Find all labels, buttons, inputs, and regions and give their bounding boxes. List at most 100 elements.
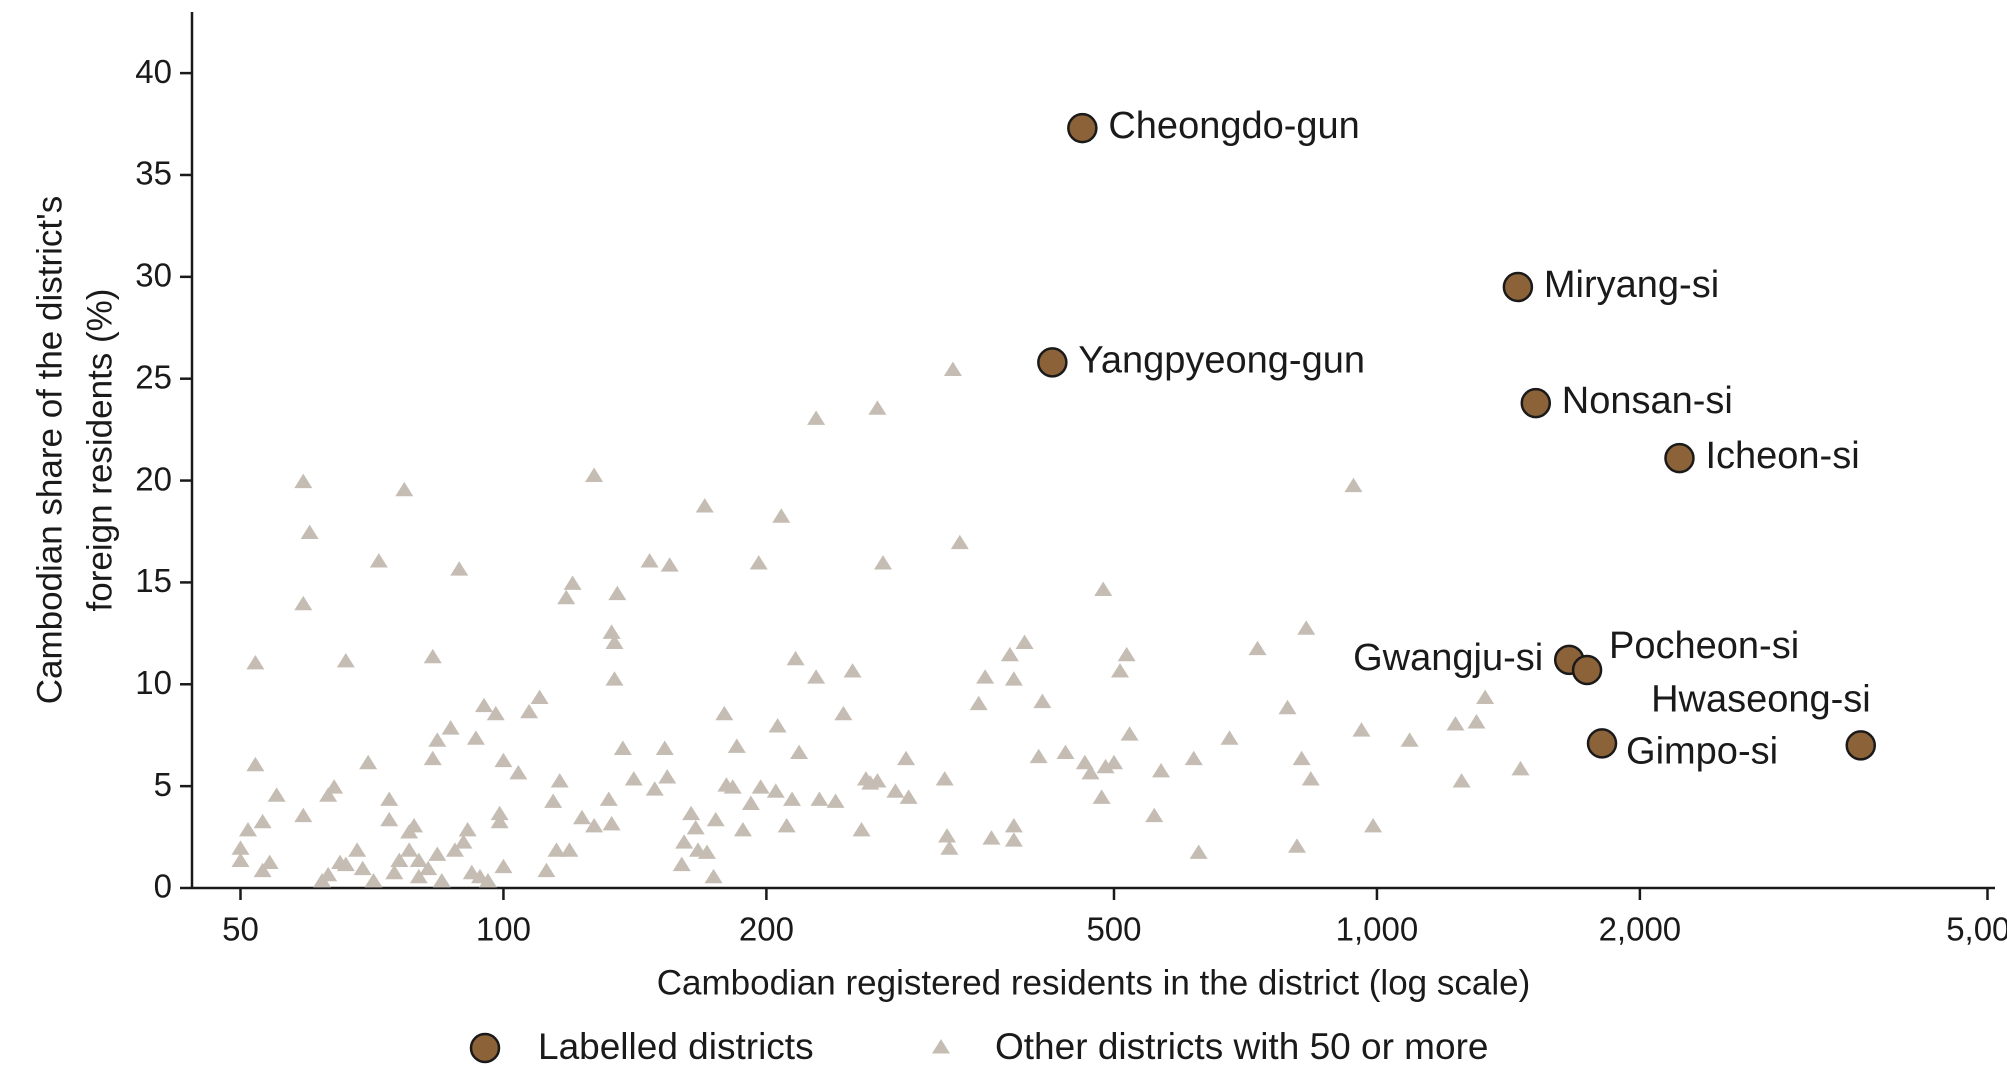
other-district-point — [874, 555, 893, 570]
other-district-point — [1184, 750, 1203, 766]
other-district-point — [557, 589, 576, 605]
other-district-point — [715, 705, 734, 721]
other-district-point — [658, 769, 677, 784]
other-district-point — [369, 553, 388, 568]
axes: 0 5 10 15 20 25 30 35 40 50 100 200 500 1,000 2,000 5,0… — [30, 12, 2007, 1002]
other-district-point — [768, 718, 787, 733]
other-district-point — [458, 822, 477, 837]
other-district-point — [560, 842, 579, 857]
other-district-point — [1292, 750, 1311, 766]
other-district-point — [353, 860, 372, 876]
other-district-point — [1033, 693, 1052, 709]
other-district-point — [624, 771, 643, 786]
other-district-point — [733, 822, 752, 837]
other-district-point — [686, 819, 705, 835]
other-district-point — [520, 703, 539, 719]
other-district-point — [899, 789, 918, 804]
other-district-point — [1220, 730, 1239, 745]
x-tick-label: 100 — [476, 911, 531, 948]
other-district-point — [751, 779, 770, 794]
other-district-point — [602, 815, 621, 831]
other-district-point — [1297, 620, 1316, 635]
other-district-point — [530, 689, 549, 705]
other-district-point — [675, 834, 694, 849]
labelled-district-point — [1571, 654, 1603, 686]
other-district-point — [1145, 807, 1164, 823]
other-district-point — [1029, 748, 1048, 764]
y-tick-label: 5 — [154, 766, 172, 803]
other-district-point — [772, 508, 791, 523]
y-tick-label: 25 — [135, 358, 172, 395]
other-district-point — [749, 555, 768, 570]
other-district-point — [935, 771, 954, 786]
other-district-point — [1096, 758, 1115, 774]
other-district-point — [1092, 789, 1111, 804]
other-district-point — [267, 787, 286, 802]
other-district-point — [976, 669, 995, 684]
x-tick-label: 5,000 — [1946, 911, 2007, 948]
other-district-point — [723, 779, 742, 794]
other-district-point — [602, 624, 621, 639]
labelled-district-label: Pocheon-si — [1609, 625, 1799, 667]
other-district-point — [790, 744, 809, 760]
other-district-point — [253, 862, 272, 878]
other-district-point — [294, 473, 313, 489]
other-district-point — [1081, 764, 1100, 780]
other-district-point — [450, 561, 469, 576]
y-axis-title-line-1: Cambodian share of the district's — [30, 196, 69, 705]
other-district-point — [682, 805, 701, 821]
other-district-point — [1004, 832, 1023, 847]
labelled-district-label: Cheongdo-gun — [1108, 105, 1359, 147]
other-district-point — [260, 854, 279, 870]
other-district-point — [423, 750, 442, 766]
y-axis-title-line-2: foreign residents (%) — [80, 289, 119, 612]
labelled-district-label: Nonsan-si — [1562, 380, 1733, 422]
other-district-point — [405, 817, 424, 833]
other-district-point — [868, 400, 887, 415]
other-district-point — [544, 793, 563, 808]
other-district-point — [766, 783, 785, 798]
other-district-point — [572, 809, 591, 825]
other-district-point — [494, 752, 513, 768]
other-district-point — [843, 663, 862, 678]
other-district-point — [1511, 760, 1530, 776]
other-district-point — [423, 648, 442, 664]
other-district-point — [834, 705, 853, 721]
other-district-point — [1248, 640, 1267, 656]
legend-label-other-districts: Other districts with 50 or more — [995, 1026, 1488, 1067]
other-district-point — [380, 791, 399, 806]
legend-triangle-marker — [932, 1039, 950, 1054]
x-tick-label: 500 — [1086, 911, 1141, 948]
other-district-point — [982, 830, 1001, 845]
y-tick-label: 30 — [135, 257, 172, 294]
other-district-point — [380, 811, 399, 827]
other-district-point — [1476, 689, 1495, 705]
other-district-point — [1400, 732, 1419, 747]
other-district-point — [441, 720, 460, 735]
labelled-district-point — [1037, 347, 1068, 378]
other-district-point — [1344, 477, 1363, 493]
other-district-point — [608, 585, 627, 601]
other-district-point — [445, 842, 464, 857]
other-district-point — [605, 671, 624, 686]
other-district-point — [494, 858, 513, 874]
legend-label-labelled-districts: Labelled districts — [538, 1026, 814, 1067]
other-district-point — [950, 534, 969, 550]
other-district-point — [807, 669, 826, 684]
labelled-district-label: Yangpyeong-gun — [1078, 339, 1365, 381]
other-district-point — [943, 361, 962, 377]
y-tick-label: 15 — [135, 562, 172, 599]
other-district-point — [319, 866, 338, 882]
other-district-point — [585, 467, 604, 482]
other-district-point — [1152, 762, 1171, 778]
other-district-point — [1015, 634, 1034, 650]
labelled-district-point — [1664, 442, 1695, 474]
other-districts-points — [231, 361, 1530, 888]
other-district-point — [359, 754, 378, 770]
other-district-point — [547, 842, 566, 857]
other-district-point — [704, 868, 723, 884]
y-tick-label: 35 — [135, 155, 172, 192]
other-district-point — [325, 779, 344, 794]
x-tick-label: 1,000 — [1336, 911, 1419, 948]
